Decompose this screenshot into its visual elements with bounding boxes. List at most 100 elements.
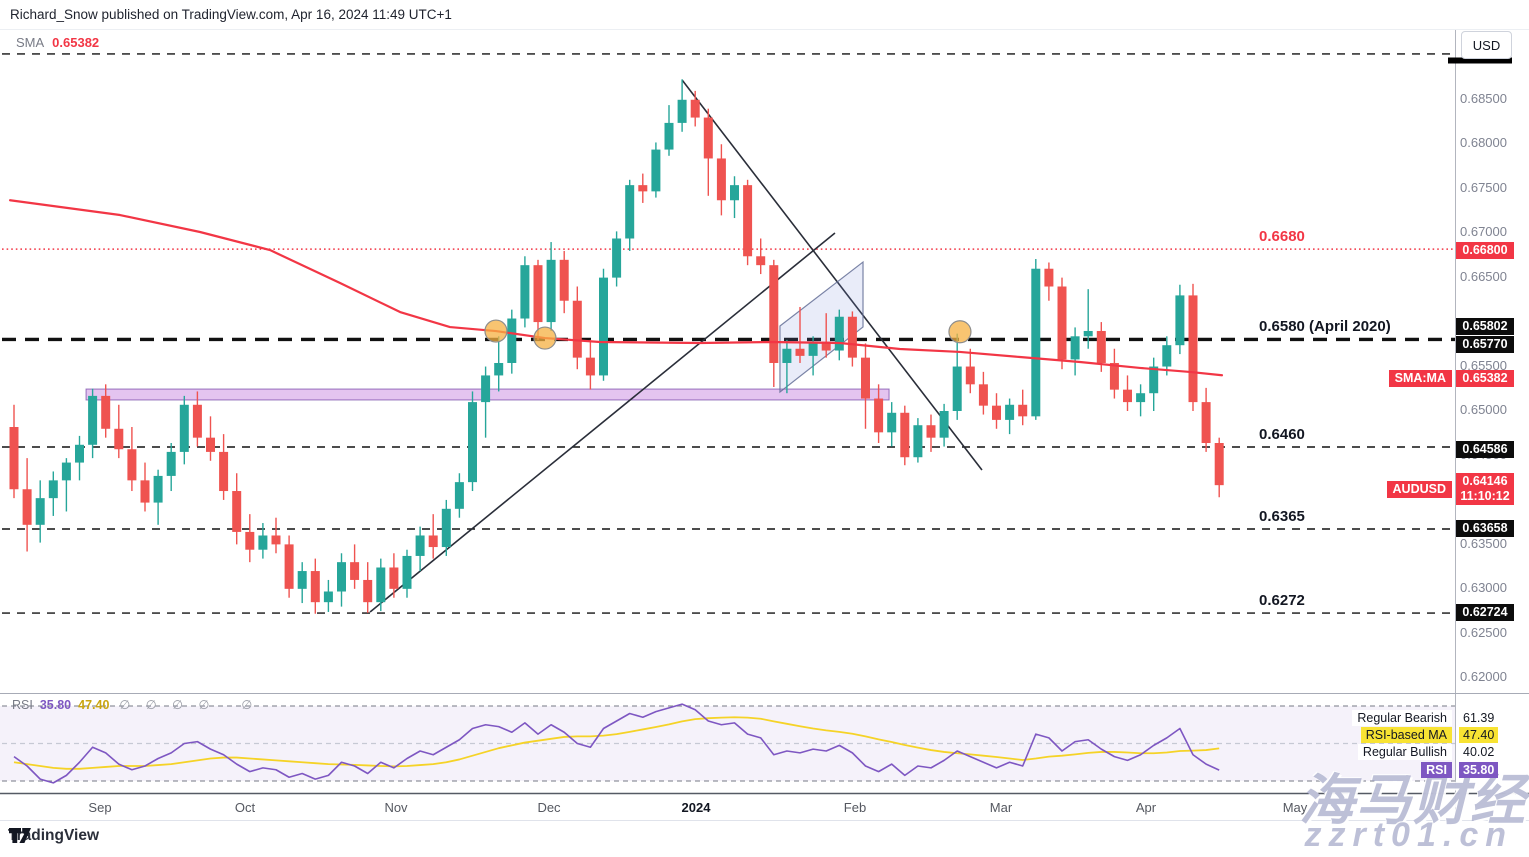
candle-body	[1005, 404, 1015, 420]
level-label: 0.6580 (April 2020)	[1259, 318, 1391, 336]
series-tag-SMA:MA: SMA:MA	[1388, 369, 1452, 387]
badge-countdown: 11:10:12	[1460, 489, 1510, 504]
candle-body	[651, 149, 661, 192]
candle-body	[716, 158, 726, 201]
candle-body	[468, 402, 477, 483]
highlight-circle	[484, 319, 508, 343]
candle-body	[782, 348, 792, 363]
candle-body	[1096, 330, 1106, 363]
candle-body	[1044, 268, 1054, 287]
watermark-line2: zzrt01.cn	[1304, 816, 1513, 854]
candle-body	[847, 316, 857, 358]
price-tick: 0.62000	[1460, 668, 1507, 684]
candle-body	[769, 265, 779, 363]
candle-body	[1083, 330, 1093, 337]
candle-body	[585, 357, 595, 376]
candle-body	[428, 535, 438, 548]
time-label-2024: 2024	[681, 800, 711, 815]
time-label-Nov: Nov	[384, 800, 408, 815]
candle-body	[376, 567, 386, 603]
candle-body	[1136, 393, 1146, 403]
rsi-params: ∅ ∅ ∅ ∅	[119, 698, 216, 712]
candle-body	[887, 412, 897, 433]
rsi-legend-label: RSI	[12, 698, 33, 712]
trendline	[681, 79, 983, 471]
price-badge-0.63658: 0.63658	[1456, 520, 1514, 538]
candle-body	[350, 562, 360, 580]
candle-body	[114, 428, 124, 450]
candle-body	[192, 404, 202, 438]
candle-body	[572, 300, 582, 358]
rsi-param-tail: ∅	[241, 698, 253, 712]
candle-body	[861, 357, 870, 399]
rsi-label-Regular Bearish: Regular Bearish	[1352, 710, 1452, 727]
currency-button[interactable]: USD	[1461, 31, 1512, 59]
candle-body	[441, 508, 451, 548]
time-label-Mar: Mar	[989, 800, 1013, 815]
rsi-label-RSI: RSI	[1421, 762, 1452, 779]
highlight-circle	[533, 326, 557, 350]
candle-body	[743, 185, 753, 257]
candle-body	[756, 256, 766, 266]
candle-body	[795, 348, 805, 356]
rsi-ma-value: 47.40	[78, 698, 110, 712]
candle-body	[926, 425, 936, 438]
candle-body	[402, 555, 412, 589]
candle-body	[612, 238, 622, 278]
rsi-label-RSI-based MA: RSI-based MA	[1360, 727, 1452, 744]
candle-body	[1070, 336, 1080, 360]
candle-body	[1057, 286, 1067, 360]
candle-body	[61, 462, 71, 481]
candle-body	[101, 395, 111, 429]
price-tick: 0.63000	[1460, 580, 1507, 596]
candle-body	[415, 535, 425, 556]
candle-body	[494, 362, 504, 376]
candle-body	[1188, 295, 1198, 403]
candle-body	[232, 491, 242, 532]
rsi-ma-line	[13, 716, 1220, 770]
price-badge-0.64586: 0.64586	[1456, 440, 1514, 458]
candle-body	[481, 375, 491, 403]
price-tick: 0.65000	[1460, 402, 1507, 418]
time-label-Sep: Sep	[88, 800, 112, 815]
series-tag-AUDUSD: AUDUSD	[1386, 481, 1452, 499]
candle-body	[559, 259, 569, 301]
candle-body	[389, 567, 399, 589]
candle-body	[1162, 345, 1172, 367]
candle-body	[913, 425, 923, 458]
candle-body	[1031, 268, 1041, 417]
level-label: 0.6680	[1259, 228, 1305, 246]
price-tick: 0.68000	[1460, 135, 1507, 151]
level-label: 0.6365	[1259, 507, 1305, 525]
candle-body	[978, 384, 988, 406]
time-label-Feb: Feb	[843, 800, 867, 815]
candle-body	[22, 489, 32, 525]
candle-body	[1149, 366, 1159, 394]
candle-body	[1201, 402, 1211, 444]
price-tick: 0.65500	[1460, 357, 1507, 373]
tradingview-logo-icon	[9, 828, 31, 843]
rsi-indicator-legend[interactable]: RSI 35.80 47.40 ∅ ∅ ∅ ∅ ∅	[12, 697, 252, 712]
candle-body	[599, 277, 608, 376]
sma-line	[8, 199, 1224, 377]
tradingview-logo[interactable]: TradingView	[8, 827, 99, 845]
badge-price: 0.64146	[1462, 474, 1508, 489]
flag-pattern	[779, 260, 864, 394]
candle-body	[179, 404, 189, 452]
candle-body	[127, 449, 137, 481]
candle-body	[965, 366, 975, 385]
highlight-circle	[948, 320, 972, 344]
candle-body	[546, 259, 556, 323]
candle-body	[874, 398, 884, 433]
candle-body	[48, 480, 58, 499]
candle-body	[821, 341, 831, 351]
candle-body	[690, 99, 700, 118]
level-label: 0.6272	[1259, 592, 1305, 610]
candle-body	[88, 395, 98, 445]
candle-body	[952, 366, 962, 411]
sma-indicator-legend[interactable]: SMA 0.65382	[16, 35, 99, 50]
price-tick: 0.67500	[1460, 179, 1507, 195]
candle-body	[153, 475, 163, 503]
